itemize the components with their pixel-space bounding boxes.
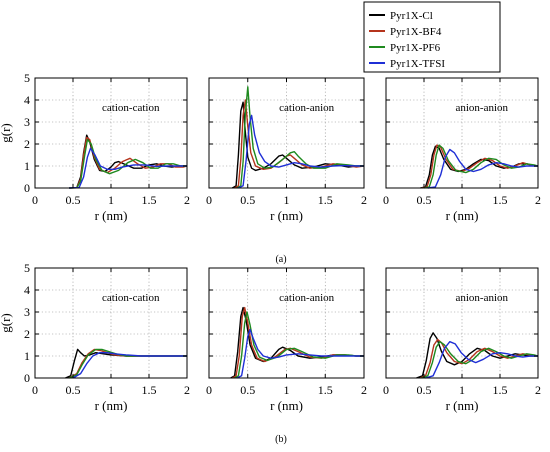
- x-tick-label: 0: [206, 383, 212, 397]
- series-line-pyr1x-tfsi: [72, 352, 187, 379]
- caption-a: (a): [275, 254, 286, 265]
- y-tick-label: 3: [24, 115, 30, 129]
- x-tick-label: 0: [32, 193, 38, 207]
- x-axis-label: r (nm): [95, 398, 128, 413]
- x-tick-label: 1: [459, 193, 465, 207]
- x-tick-label: 1.5: [493, 383, 508, 397]
- y-tick-label: 2: [24, 327, 30, 341]
- series-line-pyr1x-pf6: [236, 86, 364, 189]
- x-axis-label: r (nm): [270, 208, 303, 223]
- x-tick-label: 0.5: [240, 383, 255, 397]
- x-tick-label: 1: [108, 193, 114, 207]
- series-line-pyr1x-tfsi: [69, 147, 187, 189]
- x-tick-label: 1: [284, 193, 290, 207]
- panel-b-cation-anion: 0 0.5 1 1.5 2 r (nm) cation-anion: [206, 267, 367, 413]
- x-tick-label: 2: [535, 193, 541, 207]
- series-line-pyr1x-tfsi: [425, 341, 538, 379]
- y-tick-label: 5: [24, 261, 30, 275]
- y-tick-label: 1: [24, 159, 30, 173]
- series-line-pyr1x-tfsi: [236, 328, 364, 379]
- x-tick-label: 0.5: [417, 383, 432, 397]
- panel-a-cation-cation: 0 0.5 1 1.5 2 0 1 2 3 4 5 r (nm) g(r) cation-cation: [0, 71, 190, 223]
- x-tick-label: 2: [184, 383, 190, 397]
- x-tick-label: 2: [184, 193, 190, 207]
- panel-title: cation-cation: [102, 102, 160, 114]
- x-tick-label: 1.5: [142, 193, 157, 207]
- legend-entry-tfsi: Pyr1X-TFSI: [369, 58, 445, 70]
- y-axis-label: g(r): [0, 123, 13, 143]
- panel-title: anion-anion: [455, 102, 508, 114]
- x-tick-label: 0: [383, 383, 389, 397]
- x-axis-label: r (nm): [446, 208, 479, 223]
- x-tick-label: 0.5: [240, 193, 255, 207]
- x-tick-label: 0: [383, 193, 389, 207]
- x-tick-label: 2: [535, 383, 541, 397]
- x-tick-label: 1: [108, 383, 114, 397]
- y-tick-label: 5: [24, 71, 30, 85]
- x-tick-label: 1: [284, 383, 290, 397]
- panel-title: cation-cation: [102, 292, 160, 304]
- series-line-pyr1x-tfsi: [427, 148, 538, 189]
- y-tick-label: 4: [24, 283, 30, 297]
- series-line-pyr1x-bf4: [231, 306, 364, 379]
- y-tick-label: 0: [24, 371, 30, 385]
- panel-title: cation-anion: [279, 102, 334, 114]
- x-tick-label: 1.5: [318, 193, 333, 207]
- panel-b-cation-cation: 0 0.5 1 1.5 2 0 1 2 3 4 5 r (nm) g(r) cation-cation: [0, 261, 190, 413]
- x-tick-label: 0.5: [66, 193, 81, 207]
- series-line-pyr1x-pf6: [234, 311, 364, 379]
- caption-b: (b): [275, 434, 287, 445]
- x-axis-label: r (nm): [95, 208, 128, 223]
- x-tick-label: 0.5: [417, 193, 432, 207]
- x-axis-label: r (nm): [270, 398, 303, 413]
- series-line-pyr1x-pf6: [69, 138, 187, 189]
- series-line-pyr1x-pf6: [421, 341, 539, 379]
- legend: Pyr1X-Cl Pyr1X-BF4 Pyr1X-PF6 Pyr1X-TFSI: [363, 1, 501, 73]
- legend-label-tfsi: Pyr1X-TFSI: [390, 58, 445, 70]
- y-tick-label: 0: [24, 181, 30, 195]
- legend-box: [363, 1, 501, 73]
- legend-label-bf4: Pyr1X-BF4: [390, 26, 442, 38]
- legend-label-pf6: Pyr1X-PF6: [390, 42, 441, 54]
- legend-entry-cl: Pyr1X-Cl: [369, 10, 433, 22]
- x-tick-label: 1.5: [493, 193, 508, 207]
- x-tick-label: 0: [32, 383, 38, 397]
- x-tick-label: 1.5: [318, 383, 333, 397]
- x-tick-label: 1: [459, 383, 465, 397]
- x-axis-label: r (nm): [446, 398, 479, 413]
- panel-a-cation-anion: 0 0.5 1 1.5 2 r (nm) cation-anion: [206, 77, 367, 223]
- y-tick-label: 2: [24, 137, 30, 151]
- legend-entry-pf6: Pyr1X-PF6: [369, 42, 441, 54]
- panel-b-anion-anion: 0 0.5 1 1.5 2 r (nm) anion-anion: [383, 267, 541, 413]
- y-tick-label: 3: [24, 305, 30, 319]
- y-tick-label: 1: [24, 349, 30, 363]
- x-tick-label: 1.5: [142, 383, 157, 397]
- series-line-pyr1x-tfsi: [238, 114, 364, 189]
- legend-entry-bf4: Pyr1X-BF4: [369, 26, 442, 38]
- panel-title: cation-anion: [279, 292, 334, 304]
- legend-label-cl: Pyr1X-Cl: [390, 10, 433, 22]
- panel-a-anion-anion: 0 0.5 1 1.5 2 r (nm) anion-anion: [383, 77, 541, 223]
- series-line-pyr1x-cl: [65, 348, 187, 379]
- y-axis-label: g(r): [0, 313, 13, 333]
- x-tick-label: 2: [361, 383, 367, 397]
- x-tick-label: 0: [206, 193, 212, 207]
- y-tick-label: 4: [24, 93, 30, 107]
- x-tick-label: 2: [361, 193, 367, 207]
- x-tick-label: 0.5: [66, 383, 81, 397]
- panel-title: anion-anion: [455, 292, 508, 304]
